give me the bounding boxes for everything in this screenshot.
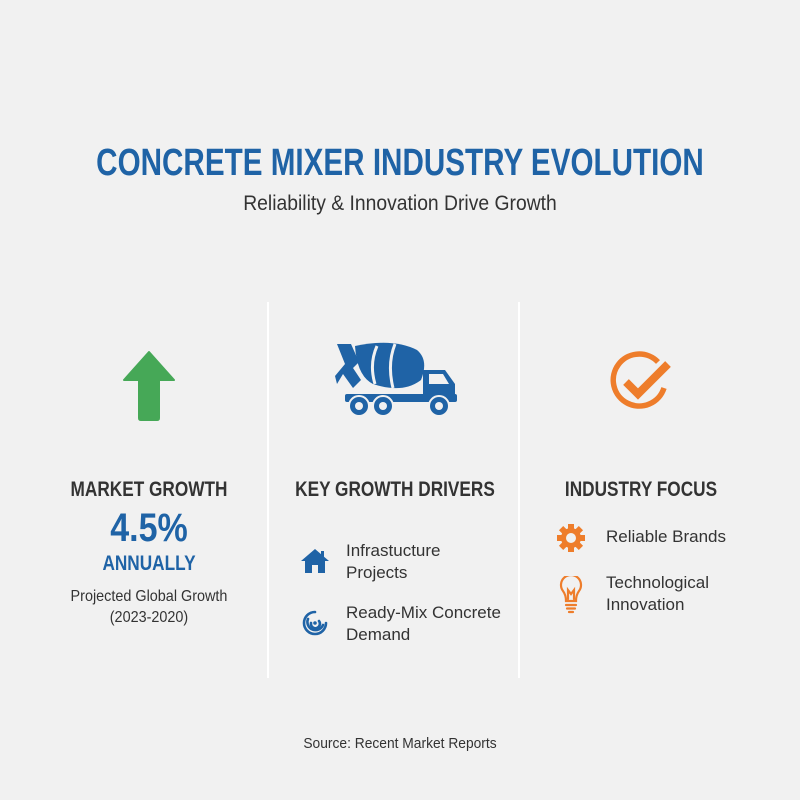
column-divider-right	[518, 302, 520, 678]
industry-focus-heading: INDUSTRY FOCUS	[564, 478, 718, 501]
growth-drivers-column: KEY GROWTH DRIVERS Infrastucture Project…	[270, 300, 520, 700]
focus-item-tech-innovation: Technological Innovation	[556, 572, 709, 616]
market-growth-heading: MARKET GROWTH	[70, 478, 228, 501]
swirl-icon	[300, 608, 330, 638]
growth-drivers-heading: KEY GROWTH DRIVERS	[295, 478, 495, 501]
arrow-up-icon	[24, 350, 274, 422]
market-growth-column: MARKET GROWTH 4.5% ANNUALLY Projected Gl…	[24, 300, 274, 700]
page-title: CONCRETE MIXER INDUSTRY EVOLUTION	[96, 142, 704, 184]
industry-focus-column: INDUSTRY FOCUS Reliable Brands	[516, 300, 766, 700]
growth-rate-unit: ANNUALLY	[102, 552, 196, 575]
lightbulb-icon	[556, 576, 586, 614]
concrete-mixer-truck-icon	[270, 340, 520, 418]
growth-description: Projected Global Growth (2023-2020)	[70, 588, 228, 626]
focus-item-reliable-brands: Reliable Brands	[556, 523, 726, 553]
column-divider-left	[267, 302, 269, 678]
house-icon	[300, 546, 330, 576]
driver-item-infrastructure: Infrastucture Projects	[300, 540, 441, 584]
driver-item-ready-mix: Ready-Mix Concrete Demand	[300, 602, 501, 646]
gear-icon	[556, 523, 586, 553]
growth-rate-value: 4.5%	[110, 506, 188, 550]
check-circle-icon	[516, 350, 766, 416]
page-subtitle: Reliability & Innovation Drive Growth	[243, 192, 557, 215]
source-note: Source: Recent Market Reports	[303, 735, 497, 752]
